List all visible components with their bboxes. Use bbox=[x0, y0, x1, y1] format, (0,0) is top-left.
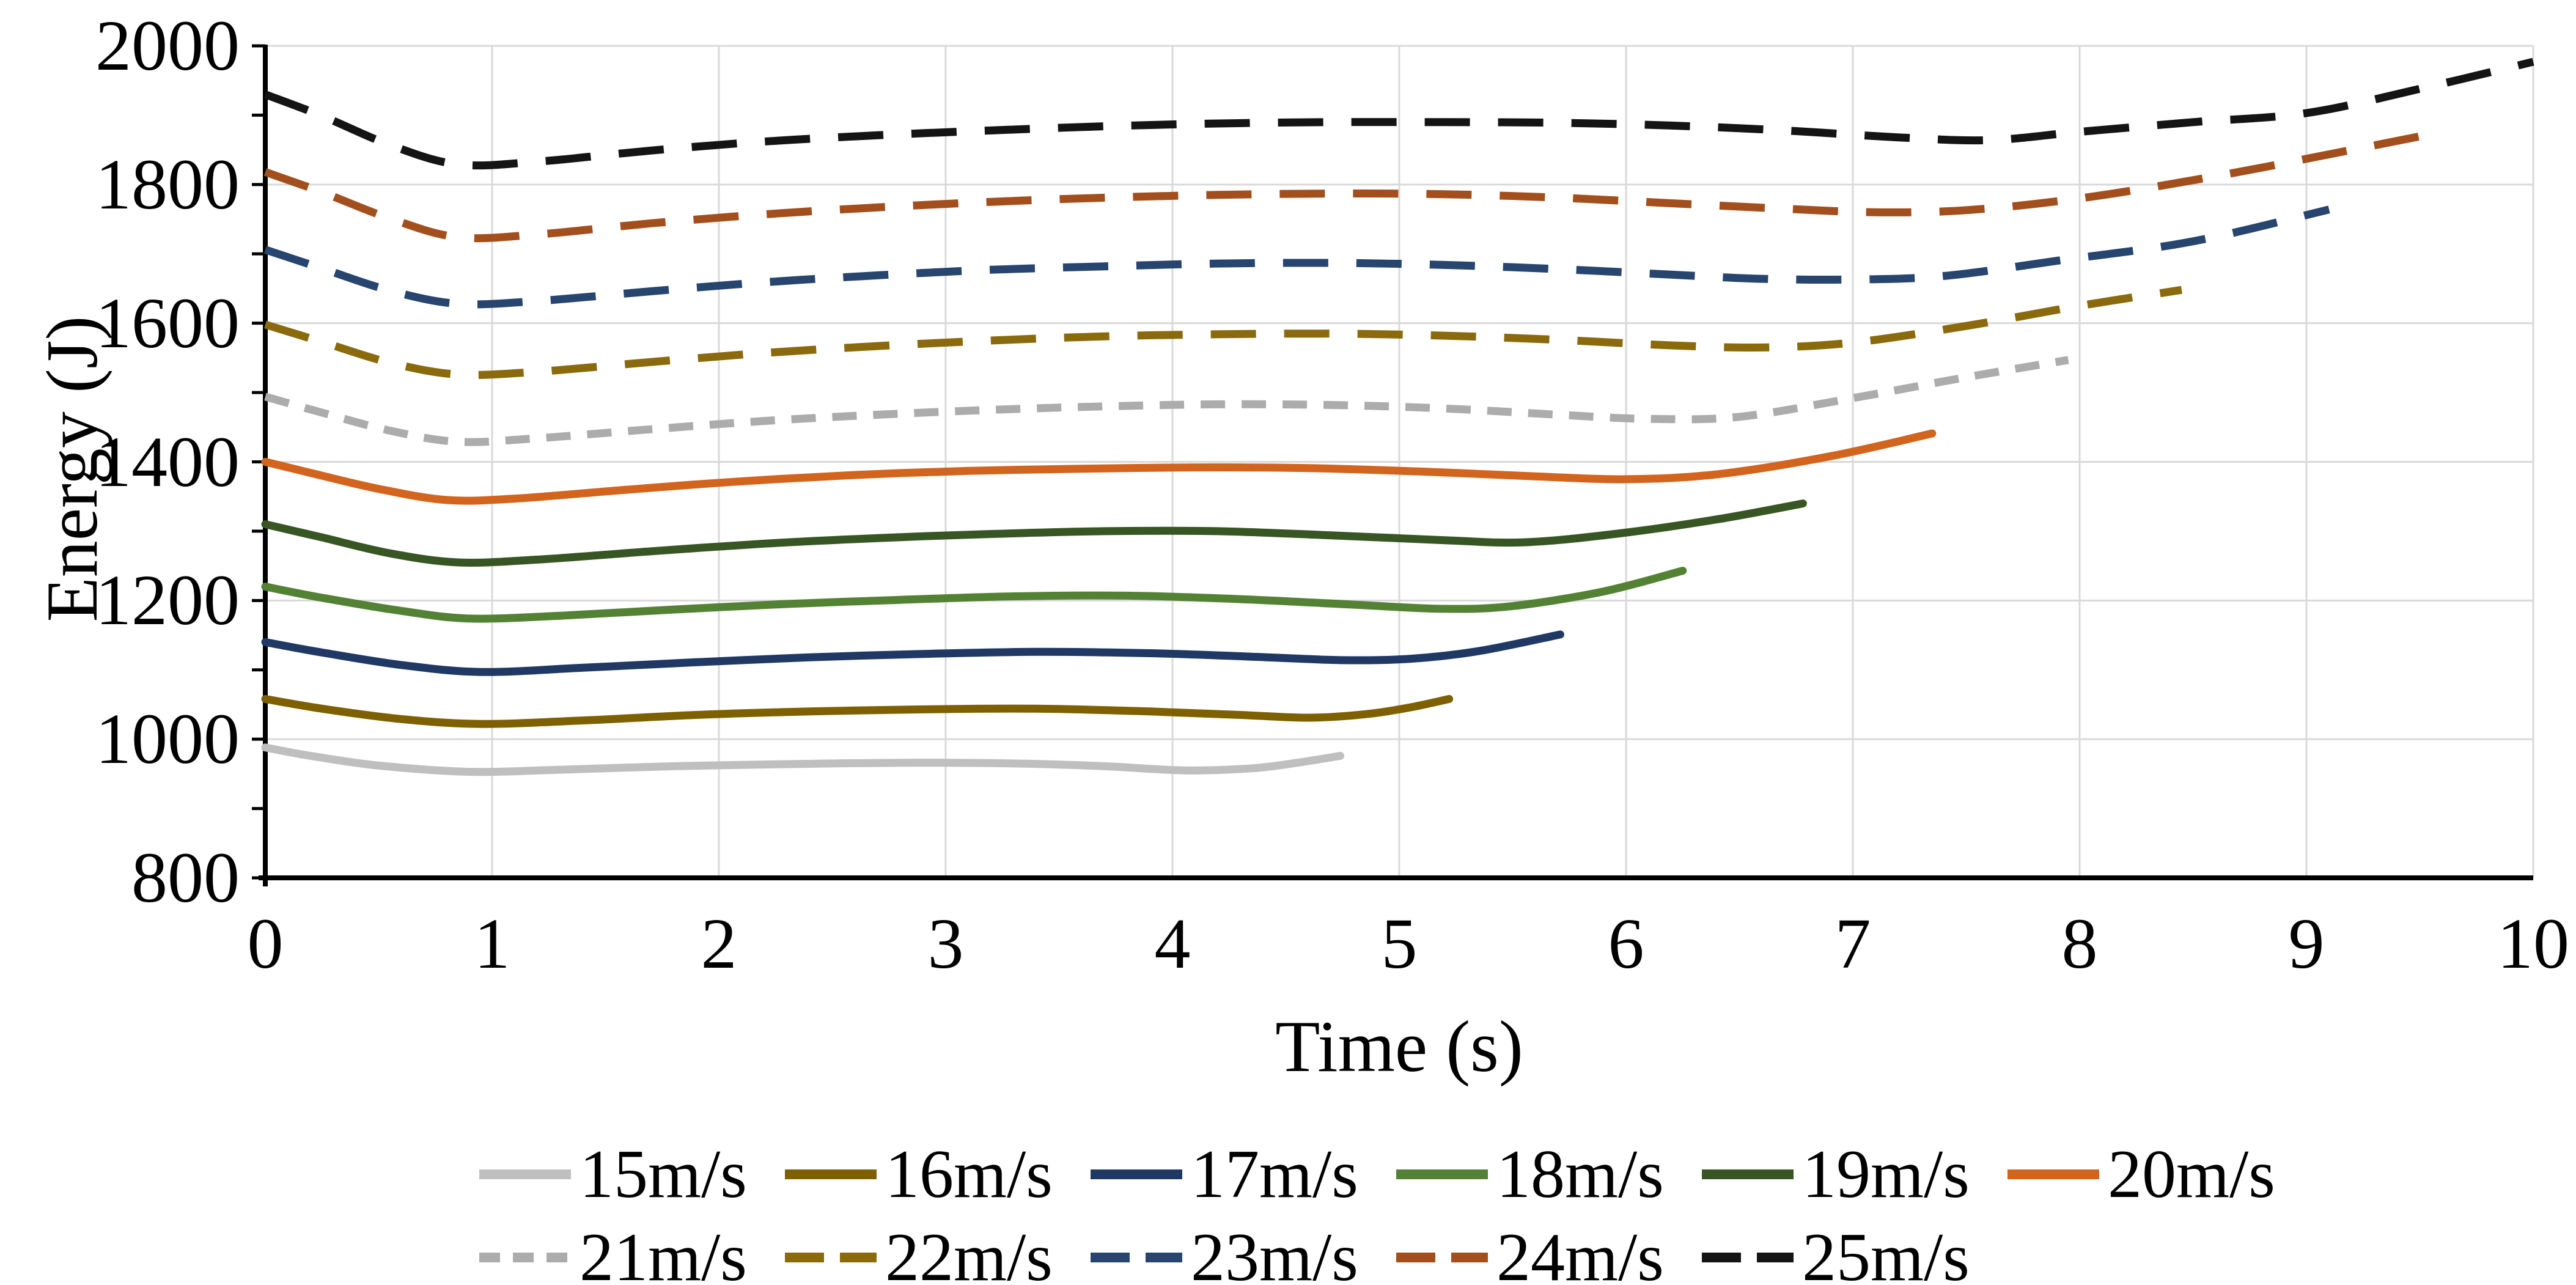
x-axis-title: Time (s) bbox=[1275, 1006, 1523, 1087]
series-line-22m/s bbox=[264, 285, 2182, 379]
legend-item-21m/s: 21m/s bbox=[479, 1218, 785, 1285]
x-tick-label-10: 10 bbox=[2497, 904, 2569, 984]
x-tick-label-1: 1 bbox=[474, 904, 510, 984]
legend-item-25m/s: 25m/s bbox=[1702, 1218, 2007, 1285]
legend-label-15m/s: 15m/s bbox=[580, 1136, 747, 1212]
legend-label-22m/s: 22m/s bbox=[885, 1220, 1053, 1285]
legend-label-24m/s: 24m/s bbox=[1496, 1220, 1664, 1285]
legend-swatch-19m/s-line-icon bbox=[1702, 1169, 1794, 1179]
legend-item-20m/s: 20m/s bbox=[2007, 1135, 2313, 1214]
x-tick-label-8: 8 bbox=[2061, 904, 2098, 984]
y-tick-label-1600: 1600 bbox=[95, 282, 240, 363]
series-line-21m/s bbox=[264, 356, 2069, 446]
legend-label-17m/s: 17m/s bbox=[1191, 1136, 1358, 1212]
x-tick-label-4: 4 bbox=[1154, 904, 1191, 984]
legend-swatch-24m/s-dash-icon bbox=[1396, 1253, 1488, 1262]
legend-swatch-22m/s-dash-icon bbox=[785, 1253, 877, 1262]
legend-rows: 15m/s 16m/s 17m/s 18m/s 19m/s 20m/s 21m/s 22m/s… bbox=[479, 1135, 2319, 1285]
x-tick-label-9: 9 bbox=[2288, 904, 2325, 984]
x-tick-label-5: 5 bbox=[1381, 904, 1418, 984]
series-line-17m/s bbox=[261, 630, 1564, 676]
y-tick-label-2000: 2000 bbox=[95, 6, 240, 86]
legend-row-1: 15m/s 16m/s 17m/s 18m/s 19m/s 20m/s bbox=[479, 1135, 2319, 1214]
legend-swatch-23m/s-dash-icon bbox=[1091, 1253, 1182, 1262]
x-tick-label-6: 6 bbox=[1608, 904, 1644, 984]
legend-row-2: 21m/s 22m/s 23m/s 24m/s 25m/s bbox=[479, 1218, 2319, 1285]
y-tick-label-1800: 1800 bbox=[95, 144, 240, 224]
legend-item-23m/s: 23m/s bbox=[1091, 1218, 1396, 1285]
y-tick-label-1400: 1400 bbox=[95, 421, 240, 502]
series-line-18m/s bbox=[261, 567, 1687, 623]
legend-item-15m/s: 15m/s bbox=[479, 1135, 785, 1214]
y-tick-label-800: 800 bbox=[131, 838, 240, 918]
legend-item-19m/s: 19m/s bbox=[1702, 1135, 2007, 1214]
legend-swatch-17m/s-line-icon bbox=[1091, 1169, 1182, 1179]
series-line-20m/s bbox=[261, 429, 1937, 505]
legend-label-23m/s: 23m/s bbox=[1191, 1220, 1358, 1285]
legend-label-19m/s: 19m/s bbox=[1802, 1136, 1970, 1212]
legend-item-24m/s: 24m/s bbox=[1396, 1218, 1702, 1285]
legend-swatch-18m/s-line-icon bbox=[1396, 1169, 1488, 1179]
series-line-16m/s bbox=[261, 694, 1454, 728]
x-tick-label-7: 7 bbox=[1834, 904, 1871, 984]
y-tick-label-1200: 1200 bbox=[95, 560, 240, 641]
legend-item-16m/s: 16m/s bbox=[785, 1135, 1091, 1214]
series-line-25m/s bbox=[263, 57, 2534, 170]
x-tick-label-3: 3 bbox=[927, 904, 964, 984]
legend-swatch-16m/s-line-icon bbox=[785, 1169, 877, 1179]
legend-label-16m/s: 16m/s bbox=[885, 1136, 1053, 1212]
legend-label-21m/s: 21m/s bbox=[580, 1220, 747, 1285]
series-line-23m/s bbox=[263, 205, 2330, 309]
legend-label-25m/s: 25m/s bbox=[1802, 1220, 1970, 1285]
x-tick-label-0: 0 bbox=[247, 904, 284, 984]
legend-swatch-21m/s-dash-icon bbox=[479, 1253, 571, 1262]
series-line-15m/s bbox=[261, 743, 1344, 776]
legend-swatch-15m/s-line-icon bbox=[479, 1169, 571, 1179]
y-tick-label-1000: 1000 bbox=[95, 699, 240, 779]
y-axis-title: Energy (J) bbox=[31, 315, 112, 622]
chart-legend: 15m/s 16m/s 17m/s 18m/s 19m/s 20m/s 21m/s 22m/s… bbox=[265, 1135, 2533, 1285]
legend-item-17m/s: 17m/s bbox=[1091, 1135, 1396, 1214]
legend-swatch-20m/s-line-icon bbox=[2007, 1169, 2099, 1179]
legend-item-22m/s: 22m/s bbox=[785, 1218, 1091, 1285]
legend-item-18m/s: 18m/s bbox=[1396, 1135, 1702, 1214]
legend-label-18m/s: 18m/s bbox=[1496, 1136, 1664, 1212]
legend-swatch-25m/s-dash-icon bbox=[1702, 1253, 1794, 1262]
series-line-19m/s bbox=[261, 499, 1807, 567]
x-tick-label-2: 2 bbox=[701, 904, 737, 984]
legend-label-20m/s: 20m/s bbox=[2108, 1136, 2275, 1212]
